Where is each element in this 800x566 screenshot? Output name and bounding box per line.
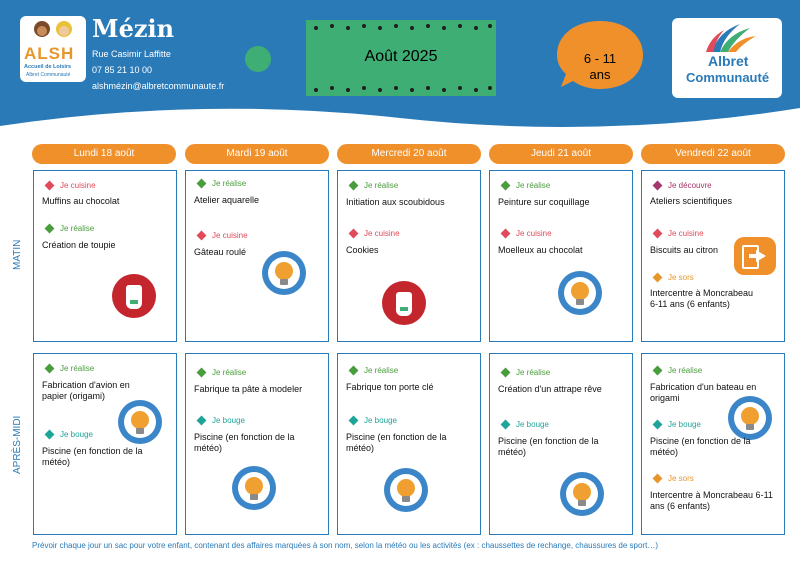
activity: Cookies <box>346 245 379 255</box>
tag-cuisine: Je cuisine <box>196 230 248 241</box>
activity: Intercentre à Moncrabeau 6-11 ans (6 enf… <box>650 490 773 511</box>
period-morning-label: MATIN <box>12 239 23 270</box>
wednesday-afternoon-card: Je réalise Fabrique ton porte clé Je bou… <box>337 353 481 535</box>
lightbulb-brush-icon <box>560 472 604 516</box>
tag-realise: Je réalise <box>500 180 550 191</box>
activity: Atelier aquarelle <box>194 195 260 205</box>
alsh-logo-letters: ALSH <box>24 44 75 63</box>
albret-logo: Albret Communauté <box>672 18 782 98</box>
address: Rue Casimir Laffitte <box>92 49 171 59</box>
activity: Moelleux au chocolat <box>498 245 583 255</box>
tag-realise: Je réalise <box>348 365 398 376</box>
tag-cuisine: Je cuisine <box>44 180 96 191</box>
activity: Biscuits au citron <box>650 245 719 255</box>
tag-decouvre: Je découvre <box>652 180 712 191</box>
activity: Piscine (en fonction de la météo) <box>498 436 599 457</box>
footer-note: Prévoir chaque jour un sac pour votre en… <box>32 541 658 550</box>
activity: Ateliers scientifiques <box>650 196 733 206</box>
friday-afternoon-card: Je réalise Fabrication d'un bateau en or… <box>641 353 785 535</box>
period-afternoon-label: APRÈS-MIDI <box>12 415 23 474</box>
albret-logo-line1: Albret <box>708 53 749 69</box>
tag-bouge: Je bouge <box>196 415 245 426</box>
tag-realise: Je réalise <box>196 367 246 378</box>
day-header-thursday: Jeudi 21 août <box>489 144 633 164</box>
age-range: 6 - 11 <box>583 51 617 66</box>
lightbulb-brush-icon <box>384 468 428 512</box>
activity: Gâteau roulé <box>194 247 247 257</box>
tag-sors: Je sors <box>652 473 694 484</box>
tag-realise: Je réalise <box>44 223 94 234</box>
activity: Création de toupie <box>42 240 116 250</box>
email: alshmézin@albretcommunaute.fr <box>92 81 225 91</box>
tuesday-morning-card: Je réalise Atelier aquarelle Je cuisine … <box>185 170 329 342</box>
activity: Muffins au chocolat <box>42 196 120 206</box>
activity: Fabrique ta pâte à modeler <box>194 384 303 394</box>
monday-morning-card: Je cuisine Muffins au chocolat Je réalis… <box>33 170 177 342</box>
activity: Fabrique ton porte clé <box>346 382 434 392</box>
lightbulb-brush-icon <box>728 396 772 440</box>
activity: Piscine (en fonction de la météo) <box>346 432 447 453</box>
centre-name: Mézin <box>92 14 175 43</box>
activity: Peinture sur coquillage <box>498 197 590 207</box>
tag-cuisine: Je cuisine <box>500 228 552 239</box>
apron-icon <box>112 274 156 318</box>
tuesday-afternoon-card: Je réalise Fabrique ta pâte à modeler Je… <box>185 353 329 535</box>
activity: Création d'un attrape rêve <box>498 384 602 394</box>
lightbulb-brush-icon <box>232 466 276 510</box>
activity: Fabrication d'avion en papier (origami) <box>42 380 130 401</box>
tag-bouge: Je bouge <box>652 419 701 430</box>
activity: Piscine (en fonction de la météo) <box>42 446 143 467</box>
alsh-logo-line1: Accueil de Loisirs <box>24 64 72 70</box>
age-bubble: 6 - 11 ans <box>555 17 645 93</box>
day-header-monday: Lundi 18 août <box>32 144 176 164</box>
month-banner: Août 2025 <box>306 20 496 96</box>
tag-sors: Je sors <box>652 272 694 283</box>
thursday-morning-card: Je réalise Peinture sur coquillage Je cu… <box>489 170 633 342</box>
activity: Fabrication d'un bateau en origami <box>650 382 757 403</box>
albret-logo-line2: Communauté <box>686 70 770 85</box>
day-header-wednesday: Mercredi 20 août <box>337 144 481 164</box>
activity: Piscine (en fonction de la météo) <box>194 432 295 453</box>
tag-bouge: Je bouge <box>348 415 397 426</box>
tag-bouge: Je bouge <box>44 429 93 440</box>
tag-cuisine: Je cuisine <box>348 228 400 239</box>
age-unit: ans <box>589 67 611 82</box>
apron-icon <box>382 281 426 325</box>
thursday-afternoon-card: Je réalise Création d'un attrape rêve Je… <box>489 353 633 535</box>
alsh-logo-line2: Albret Communauté <box>26 72 71 78</box>
day-header-friday: Vendredi 22 août <box>641 144 785 164</box>
tag-bouge: Je bouge <box>500 419 549 430</box>
tag-realise: Je réalise <box>348 180 398 191</box>
alsh-logo: ALSH Accueil de Loisirs Albret Communaut… <box>20 16 86 82</box>
exit-door-icon <box>734 237 776 275</box>
monday-afternoon-card: Je réalise Fabrication d'avion en papier… <box>33 353 177 535</box>
wednesday-morning-card: Je réalise Initiation aux scoubidous Je … <box>337 170 481 342</box>
decorative-dot <box>245 46 271 72</box>
tag-cuisine: Je cuisine <box>652 228 704 239</box>
month-title: Août 2025 <box>364 48 438 65</box>
lightbulb-brush-icon <box>558 271 602 315</box>
lightbulb-brush-icon <box>262 251 306 295</box>
day-header-tuesday: Mardi 19 août <box>185 144 329 164</box>
lightbulb-brush-icon <box>118 400 162 444</box>
activity: Piscine (en fonction de la météo) <box>650 436 751 457</box>
phone: 07 85 21 10 00 <box>92 65 153 75</box>
friday-morning-card: Je découvre Ateliers scientifiques Je cu… <box>641 170 785 342</box>
activity: Initiation aux scoubidous <box>346 197 445 207</box>
tag-realise: Je réalise <box>500 367 550 378</box>
tag-realise: Je réalise <box>196 178 246 189</box>
tag-realise: Je réalise <box>652 365 702 376</box>
tag-realise: Je réalise <box>44 363 94 374</box>
activity: Intercentre à Moncrabeau 6-11 ans (6 enf… <box>650 288 754 309</box>
